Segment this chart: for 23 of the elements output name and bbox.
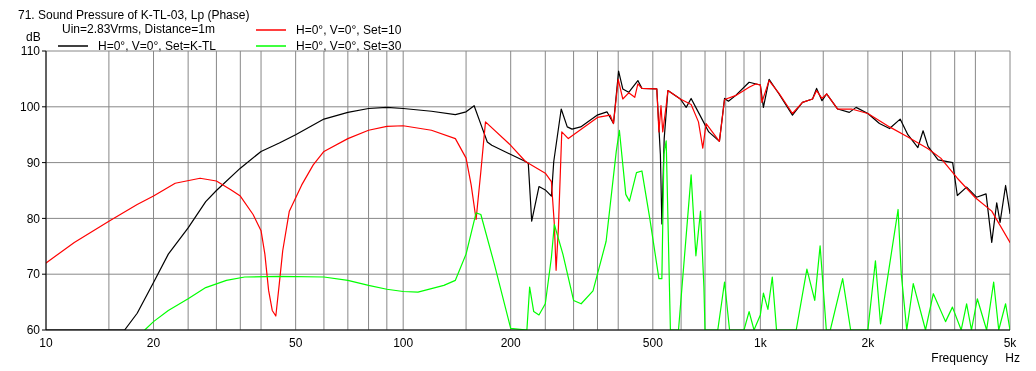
x-tick-label: 20 <box>146 335 161 350</box>
x-tick-label: 200 <box>500 335 522 350</box>
y-axis-title: dB <box>26 30 41 44</box>
x-tick-label: 10 <box>39 335 53 350</box>
y-tick-label: 60 <box>26 323 41 338</box>
text: Hz <box>1005 351 1020 365</box>
x-axis-title: Frequency <box>931 351 988 365</box>
x-tick-label: 500 <box>642 335 664 350</box>
x-tick-label: 1k <box>754 335 768 350</box>
chart-title: 71. Sound Pressure of K-TL-03, Lp (Phase) <box>18 8 250 22</box>
y-tick-label: 90 <box>26 155 41 170</box>
x-tick-label: 50 <box>288 335 303 350</box>
y-tick-label: 110 <box>20 44 41 59</box>
y-tick-label: 70 <box>26 267 41 282</box>
x-tick-label: 100 <box>393 335 414 350</box>
x-tick-label: 2k <box>861 335 876 350</box>
x-tick-label: 5k <box>1003 335 1018 350</box>
y-tick-label: 100 <box>19 100 41 115</box>
legend-label: H=0°, V=0°, Set=30 <box>296 39 402 53</box>
legend-title: Uin=2.83Vrms, Distance=1m <box>61 22 216 38</box>
y-tick-label: 80 <box>26 211 41 226</box>
legend-label: H=0°, V=0°, Set=K-TL <box>98 39 216 53</box>
legend-label: H=0°, V=0°, Set=10 <box>296 23 402 37</box>
